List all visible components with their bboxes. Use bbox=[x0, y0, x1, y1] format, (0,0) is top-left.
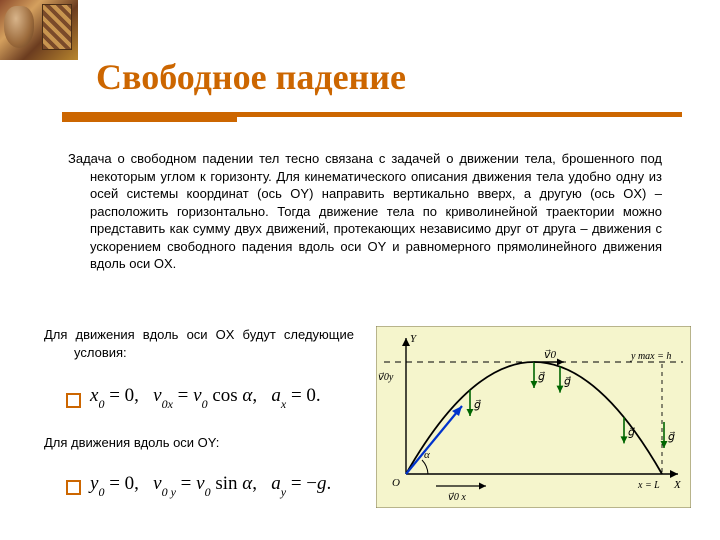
svg-text:g⃗: g⃗ bbox=[564, 376, 571, 388]
sub1-text: Для движения вдоль оси OX будут следующи… bbox=[44, 326, 354, 361]
eq-ay-tail: = − bbox=[291, 473, 317, 494]
eq-v0-v2: v bbox=[196, 473, 204, 494]
eq-v0-sub2: 0 bbox=[205, 485, 211, 499]
svg-text:X: X bbox=[673, 479, 682, 491]
bullet-2 bbox=[66, 480, 81, 495]
condition-y-text: Для движения вдоль оси OY: bbox=[44, 434, 354, 452]
slide-title: Свободное падение bbox=[96, 56, 406, 98]
eq-v0y-v: v bbox=[153, 473, 161, 494]
eq-period: . bbox=[327, 473, 332, 494]
svg-text:g⃗: g⃗ bbox=[538, 371, 545, 383]
main-paragraph: Задача о свободном падении тел тесно свя… bbox=[68, 150, 662, 273]
bullet-1 bbox=[66, 393, 81, 408]
svg-text:α: α bbox=[424, 449, 430, 461]
eq-v0x-sub: 0x bbox=[162, 397, 173, 411]
svg-text:g⃗: g⃗ bbox=[474, 399, 481, 411]
paragraph-text: Задача о свободном падении тел тесно свя… bbox=[68, 150, 662, 273]
svg-text:O: O bbox=[392, 477, 400, 489]
svg-text:g⃗: g⃗ bbox=[628, 426, 635, 438]
equation-y: y0 = 0, v0 y = v0 sin α, ay = −g. bbox=[90, 473, 331, 498]
eq-sin: sin bbox=[215, 473, 237, 494]
eq-alpha2: α bbox=[242, 473, 252, 494]
eq-ax-a: a bbox=[271, 385, 281, 406]
svg-text:y max = h: y max = h bbox=[630, 351, 671, 362]
eq-v0x-v: v bbox=[153, 385, 161, 406]
svg-text:v⃗0: v⃗0 bbox=[544, 349, 557, 361]
eq-y0-eq: = 0, bbox=[109, 473, 139, 494]
eq-v0-v: v bbox=[193, 385, 201, 406]
eq-alpha1: α bbox=[242, 385, 252, 406]
sub2-text: Для движения вдоль оси OY: bbox=[44, 435, 219, 450]
title-underline bbox=[62, 112, 682, 117]
condition-x-text: Для движения вдоль оси OX будут следующи… bbox=[44, 326, 354, 361]
eq-ax-sub: x bbox=[281, 397, 286, 411]
svg-text:v⃗0y: v⃗0y bbox=[378, 372, 394, 383]
eq-ay-a: a bbox=[271, 473, 281, 494]
eq-y0-sub: 0 bbox=[98, 485, 104, 499]
trajectory-chart: g⃗g⃗g⃗g⃗g⃗v⃗0αOYXv⃗0yv⃗0 xy max = hx = L bbox=[376, 326, 691, 508]
eq-g: g bbox=[317, 473, 327, 494]
equation-x: x0 = 0, v0x = v0 cos α, ax = 0. bbox=[90, 385, 321, 410]
eq-comma2: , bbox=[252, 473, 266, 494]
decorative-image bbox=[0, 0, 78, 60]
eq-ay-sub: y bbox=[281, 485, 286, 499]
eq-v0y-sub: 0 y bbox=[162, 485, 176, 499]
svg-text:v⃗0 x: v⃗0 x bbox=[448, 492, 466, 503]
eq-v0-sub: 0 bbox=[202, 397, 208, 411]
eq-x0-eq: = 0, bbox=[109, 385, 139, 406]
eq-ax-tail: = 0. bbox=[291, 385, 321, 406]
eq-comma1: , bbox=[252, 385, 266, 406]
svg-text:g⃗: g⃗ bbox=[668, 431, 675, 443]
eq-eqsign1: = bbox=[178, 385, 193, 406]
svg-text:x = L: x = L bbox=[637, 480, 660, 491]
eq-eqsign2: = bbox=[181, 473, 196, 494]
eq-x0-sub: 0 bbox=[98, 397, 104, 411]
eq-cos: cos bbox=[212, 385, 237, 406]
